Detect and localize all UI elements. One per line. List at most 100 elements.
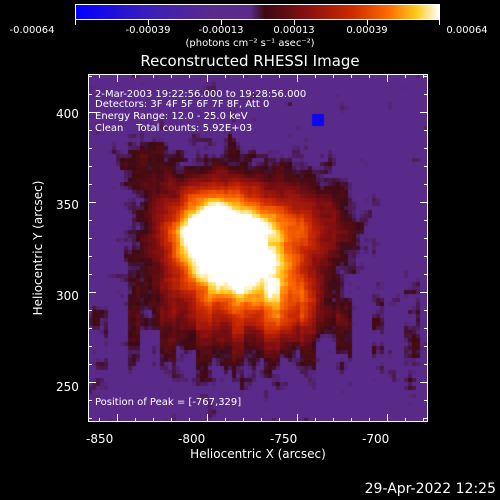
axis-tick: [88, 382, 96, 384]
axis-tick: [88, 274, 92, 276]
axis-tick: [88, 75, 92, 77]
axis-tick: [296, 74, 298, 82]
axis-tick: [368, 418, 370, 422]
axis-tick: [424, 310, 428, 312]
axis-tick: [424, 418, 428, 420]
axis-tick: [296, 414, 298, 422]
y-tick-label: 400: [56, 107, 79, 121]
colorbar-tick: [221, 20, 222, 25]
axis-tick: [88, 310, 92, 312]
axis-tick: [88, 238, 92, 240]
clean-counts-text: Clean Total counts: 5.92E+03: [95, 123, 253, 134]
y-tick-label: 250: [56, 380, 79, 394]
colorbar: [75, 4, 440, 20]
axis-tick: [88, 202, 96, 204]
axis-tick: [224, 74, 226, 78]
time-range-text: 2-Mar-2003 19:22:56.000 to 19:28:56.000: [95, 89, 307, 100]
axis-tick: [424, 346, 428, 348]
colorbar-tick: [439, 20, 440, 25]
axis-tick: [420, 382, 428, 384]
colorbar-label: -0.00039: [125, 25, 171, 36]
axis-tick: [134, 74, 136, 78]
axis-tick: [88, 400, 92, 402]
axis-tick: [170, 74, 172, 78]
axis-tick: [152, 74, 154, 78]
axis-tick: [134, 418, 136, 422]
axis-tick: [386, 74, 388, 82]
axis-tick: [332, 418, 334, 422]
axis-tick: [116, 414, 118, 422]
axis-tick: [188, 418, 190, 422]
colorbar-tick: [148, 20, 149, 25]
axis-tick: [88, 328, 92, 330]
peak-position-text: Position of Peak = [-767,329]: [95, 397, 242, 408]
axis-tick: [314, 74, 316, 78]
axis-tick: [424, 129, 428, 131]
axis-tick: [424, 93, 428, 95]
axis-tick: [424, 274, 428, 276]
colorbar-units: (photons cm⁻² s⁻¹ asec⁻²): [185, 38, 315, 49]
axis-tick: [206, 74, 208, 82]
axis-tick: [422, 418, 424, 422]
axis-tick: [188, 74, 190, 78]
axis-tick: [424, 400, 428, 402]
axis-tick: [424, 238, 428, 240]
axis-tick: [260, 74, 262, 78]
axis-tick: [88, 93, 92, 95]
axis-tick: [404, 418, 406, 422]
colorbar-label: 0.00064: [446, 25, 488, 36]
axis-tick: [170, 418, 172, 422]
axis-tick: [88, 346, 92, 348]
axis-tick: [98, 418, 100, 422]
x-tick-label: -800: [178, 432, 206, 446]
axis-tick: [278, 418, 280, 422]
axis-tick: [152, 418, 154, 422]
colorbar-label: 0.00039: [346, 25, 388, 36]
axis-tick: [422, 74, 424, 78]
hxr-image: [88, 74, 428, 422]
colorbar-tick: [294, 20, 295, 25]
colorbar-label: -0.00013: [198, 25, 244, 36]
axis-tick: [404, 74, 406, 78]
colorbar-label: -0.00064: [9, 25, 55, 36]
axis-tick: [424, 328, 428, 330]
colorbar-label: 0.00013: [273, 25, 315, 36]
axis-tick: [350, 74, 352, 78]
y-tick-label: 300: [56, 289, 79, 303]
axis-tick: [350, 418, 352, 422]
axis-tick: [420, 292, 428, 294]
axis-tick: [116, 74, 118, 82]
axis-tick: [424, 220, 428, 222]
axis-tick: [88, 220, 92, 222]
axis-tick: [420, 111, 428, 113]
axis-tick: [88, 256, 92, 258]
axis-tick: [88, 292, 96, 294]
axis-tick: [206, 414, 208, 422]
colorbar-tick: [75, 20, 76, 25]
x-tick-label: -700: [362, 432, 390, 446]
axis-tick: [88, 111, 96, 113]
axis-tick: [314, 418, 316, 422]
axis-tick: [88, 183, 92, 185]
detectors-text: Detectors: 3F 4F 5F 6F 7F 8F, Att 0: [95, 99, 270, 110]
x-tick-label: -850: [86, 432, 114, 446]
axis-tick: [98, 74, 100, 78]
axis-tick: [88, 418, 92, 420]
axis-tick: [368, 74, 370, 78]
axis-tick: [88, 129, 92, 131]
energy-range-text: Energy Range: 12.0 - 25.0 keV: [95, 111, 248, 122]
axis-tick: [88, 147, 92, 149]
axis-tick: [278, 74, 280, 78]
axis-tick: [88, 364, 92, 366]
axis-tick: [332, 74, 334, 78]
axis-tick: [424, 364, 428, 366]
axis-tick: [424, 75, 428, 77]
colorbar-tick: [367, 20, 368, 25]
axis-tick: [242, 418, 244, 422]
axis-tick: [424, 183, 428, 185]
axis-tick: [424, 165, 428, 167]
axis-tick: [386, 414, 388, 422]
y-axis-title: Heliocentric Y (arcsec): [31, 180, 45, 316]
x-tick-label: -750: [270, 432, 298, 446]
axis-tick: [242, 74, 244, 78]
